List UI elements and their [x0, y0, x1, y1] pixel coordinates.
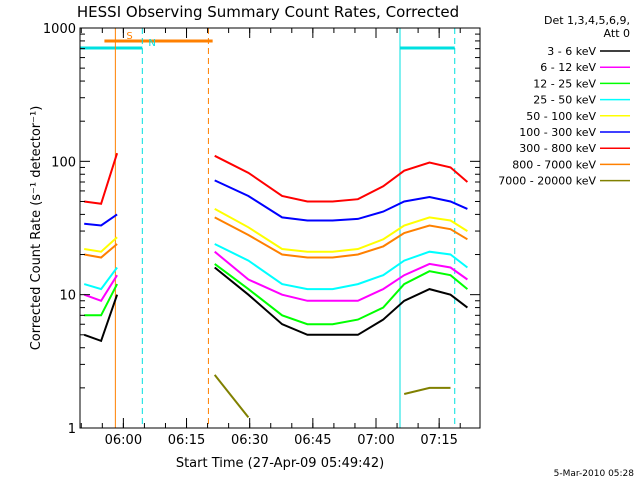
vertical-markers — [79, 28, 456, 428]
y-tick-label: 100 — [51, 155, 76, 170]
x-tick-label: 06:45 — [294, 433, 331, 448]
y-tick-label: 1000 — [43, 22, 76, 37]
series-segment — [214, 250, 468, 302]
series-50-100-kevkev-line — [84, 208, 468, 253]
legend-header-attenuator: Att 0 — [604, 27, 630, 40]
flag-label: N — [148, 38, 155, 49]
x-tick-label: 07:00 — [357, 433, 394, 448]
series-6-12-kevkev-line — [83, 250, 468, 303]
y-tick-label: 1 — [68, 422, 76, 437]
series-segment — [214, 179, 468, 222]
series-segment — [214, 243, 469, 291]
series-segment — [214, 208, 468, 253]
legend-label: 100 - 300 keV — [519, 126, 596, 139]
series-300-800-kevkev-line — [84, 152, 469, 205]
y-tick-label: 10 — [59, 289, 76, 304]
series-segment — [213, 374, 250, 419]
series-segment — [83, 274, 118, 303]
series-segment — [84, 213, 118, 227]
legend-label: 50 - 100 keV — [526, 110, 596, 123]
series-layer — [83, 152, 469, 419]
chart-title: HESSI Observing Summary Count Rates, Cor… — [77, 3, 459, 21]
legend-label: 6 - 12 keV — [540, 61, 596, 74]
legend-label: 12 - 25 keV — [533, 77, 596, 90]
y-axis: 1 10 100 1000 — [43, 22, 480, 437]
plot-frame — [79, 27, 481, 429]
series-7000-20000-kevkev-line — [213, 374, 451, 419]
series-segment — [84, 243, 118, 259]
series-segment — [84, 152, 119, 205]
series-800-7000-kevkev-line — [84, 216, 468, 259]
series-segment — [84, 236, 118, 253]
series-100-300-kevkev-line — [84, 179, 468, 227]
series-segment — [214, 266, 469, 336]
series-segment — [214, 263, 469, 326]
series-25-50-kevkev-line — [83, 243, 469, 291]
flag-label: S — [126, 31, 132, 42]
x-axis-label: Start Time (27-Apr-09 05:49:42) — [176, 456, 384, 471]
x-tick-label: 07:15 — [420, 433, 457, 448]
x-tick-label: 06:00 — [105, 433, 142, 448]
legend-header-detectors: Det 1,3,4,5,6,9, — [544, 14, 630, 27]
legend-label: 7000 - 20000 keV — [498, 175, 596, 188]
legend-label: 300 - 800 keV — [519, 142, 596, 155]
legend-label: 800 - 7000 keV — [512, 158, 596, 171]
series-segment — [214, 216, 468, 259]
x-axis: 06:00 06:15 06:30 06:45 07:00 07:15 — [80, 28, 461, 448]
series-segment — [403, 386, 451, 395]
series-segment — [214, 154, 469, 203]
y-axis-label: Corrected Count Rate (s⁻¹ detector⁻¹) — [29, 106, 44, 351]
flags-layer: SN — [80, 31, 455, 50]
series-segment — [83, 294, 119, 343]
x-tick-label: 06:15 — [168, 433, 205, 448]
series-segment — [84, 283, 118, 317]
legend-label: 25 - 50 keV — [533, 94, 596, 107]
footer-date: 5-Mar-2010 05:28 — [554, 469, 635, 479]
legend-label: 3 - 6 keV — [547, 45, 596, 58]
series-12-25-kevkev-line — [84, 263, 469, 326]
series-3-6-kevkev-line — [83, 266, 469, 343]
x-tick-label: 06:30 — [231, 433, 268, 448]
series-segment — [83, 266, 118, 291]
legend: Det 1,3,4,5,6,9, Att 0 3 - 6 keV 6 - 12 k… — [498, 14, 630, 188]
